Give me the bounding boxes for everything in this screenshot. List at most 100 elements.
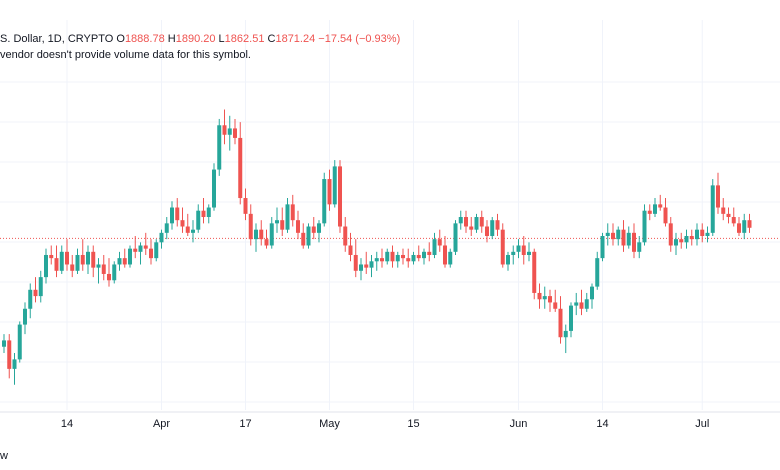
candle[interactable] xyxy=(548,289,552,312)
candle[interactable] xyxy=(75,248,80,274)
candle[interactable] xyxy=(180,207,185,233)
candle[interactable] xyxy=(306,223,311,249)
candle[interactable] xyxy=(516,239,521,259)
candle[interactable] xyxy=(395,251,400,268)
candle[interactable] xyxy=(642,204,647,246)
candle[interactable] xyxy=(159,229,164,249)
candle[interactable] xyxy=(390,245,395,268)
candle[interactable] xyxy=(133,236,138,259)
candle[interactable] xyxy=(259,220,264,246)
candle[interactable] xyxy=(296,210,300,240)
candle[interactable] xyxy=(443,236,447,268)
candle[interactable] xyxy=(558,296,563,344)
candle[interactable] xyxy=(44,248,48,284)
candle[interactable] xyxy=(7,334,12,379)
candle[interactable] xyxy=(290,194,295,227)
candle[interactable] xyxy=(70,254,75,278)
candle[interactable] xyxy=(122,248,127,268)
candle[interactable] xyxy=(695,223,699,246)
candle[interactable] xyxy=(222,109,227,145)
candle[interactable] xyxy=(495,213,500,236)
candle[interactable] xyxy=(432,232,437,259)
candle[interactable] xyxy=(164,217,169,240)
candle[interactable] xyxy=(458,210,463,230)
candle[interactable] xyxy=(86,245,90,274)
candle[interactable] xyxy=(364,251,369,274)
candle[interactable] xyxy=(359,258,363,281)
candle[interactable] xyxy=(469,217,474,236)
candle[interactable] xyxy=(138,242,143,265)
candle[interactable] xyxy=(327,169,332,211)
candle[interactable] xyxy=(584,292,589,312)
candle[interactable] xyxy=(269,217,274,249)
candle[interactable] xyxy=(12,353,17,385)
candle[interactable] xyxy=(280,207,285,236)
candle[interactable] xyxy=(485,220,489,243)
candle[interactable] xyxy=(684,229,689,249)
candle[interactable] xyxy=(154,239,159,262)
candle[interactable] xyxy=(600,232,605,262)
candle[interactable] xyxy=(411,251,416,265)
candle[interactable] xyxy=(238,122,243,205)
candle[interactable] xyxy=(626,226,631,249)
candle[interactable] xyxy=(311,217,316,240)
candle[interactable] xyxy=(726,207,731,224)
candle[interactable] xyxy=(527,242,531,262)
candle[interactable] xyxy=(369,254,374,278)
candle[interactable] xyxy=(700,223,705,243)
candle[interactable] xyxy=(590,283,594,309)
candle[interactable] xyxy=(254,223,258,252)
candle[interactable] xyxy=(574,292,579,316)
candle[interactable] xyxy=(416,245,421,262)
candle[interactable] xyxy=(464,210,468,233)
candle[interactable] xyxy=(191,220,195,243)
candle[interactable] xyxy=(217,118,222,176)
candle[interactable] xyxy=(616,226,621,246)
candle[interactable] xyxy=(537,283,542,309)
candle[interactable] xyxy=(264,229,269,249)
candle[interactable] xyxy=(285,198,290,233)
candle[interactable] xyxy=(332,160,337,208)
candle[interactable] xyxy=(143,232,148,255)
candle[interactable] xyxy=(663,198,668,227)
candle[interactable] xyxy=(521,236,526,265)
candle[interactable] xyxy=(668,217,673,252)
candle[interactable] xyxy=(374,251,379,271)
candle[interactable] xyxy=(2,334,6,354)
candle[interactable] xyxy=(632,223,636,259)
candle[interactable] xyxy=(500,223,505,268)
candle[interactable] xyxy=(689,229,694,246)
candle[interactable] xyxy=(23,302,27,335)
candle[interactable] xyxy=(731,207,736,227)
candle[interactable] xyxy=(453,220,458,255)
candle[interactable] xyxy=(637,236,642,259)
candle[interactable] xyxy=(28,283,33,319)
candle[interactable] xyxy=(128,245,132,268)
candle[interactable] xyxy=(647,204,652,221)
candle[interactable] xyxy=(117,251,122,271)
candle[interactable] xyxy=(532,248,537,300)
candle[interactable] xyxy=(322,172,327,227)
candle[interactable] xyxy=(248,204,253,246)
candle[interactable] xyxy=(17,321,22,363)
candle[interactable] xyxy=(38,270,43,303)
time-axis[interactable]: 14Apr17May15Jun14Jul17 xyxy=(61,418,780,430)
candle[interactable] xyxy=(227,115,232,151)
candle[interactable] xyxy=(621,220,626,252)
candle-series[interactable] xyxy=(2,109,752,385)
candle[interactable] xyxy=(275,207,279,233)
candle[interactable] xyxy=(406,248,411,268)
candle[interactable] xyxy=(437,229,442,252)
candle[interactable] xyxy=(716,172,720,214)
candle[interactable] xyxy=(196,204,201,233)
candle[interactable] xyxy=(233,118,237,145)
candle[interactable] xyxy=(490,217,495,240)
candle[interactable] xyxy=(380,248,384,268)
candle[interactable] xyxy=(542,286,547,309)
candle[interactable] xyxy=(679,232,684,249)
candle[interactable] xyxy=(611,223,615,246)
candle[interactable] xyxy=(658,194,663,211)
candle[interactable] xyxy=(569,302,573,338)
